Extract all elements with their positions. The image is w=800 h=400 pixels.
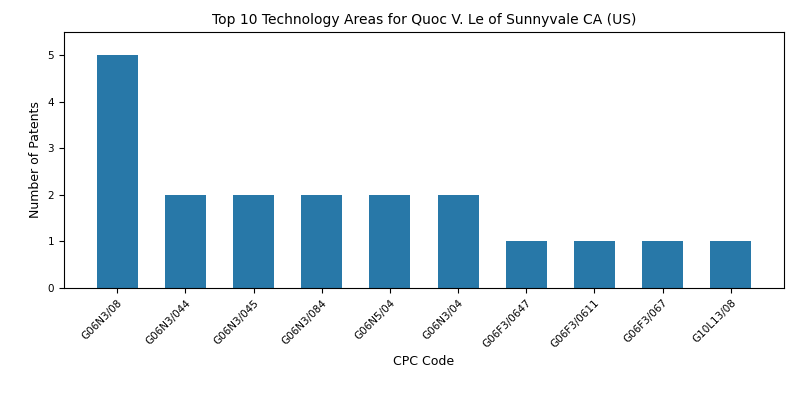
Bar xyxy=(506,242,546,288)
Bar xyxy=(165,195,206,288)
Bar xyxy=(438,195,478,288)
Title: Top 10 Technology Areas for Quoc V. Le of Sunnyvale CA (US): Top 10 Technology Areas for Quoc V. Le o… xyxy=(212,13,636,27)
Bar xyxy=(233,195,274,288)
Bar xyxy=(302,195,342,288)
X-axis label: CPC Code: CPC Code xyxy=(394,355,454,368)
Bar xyxy=(370,195,410,288)
Bar xyxy=(710,242,751,288)
Bar xyxy=(642,242,683,288)
Bar xyxy=(574,242,615,288)
Bar xyxy=(97,55,138,288)
Y-axis label: Number of Patents: Number of Patents xyxy=(29,102,42,218)
